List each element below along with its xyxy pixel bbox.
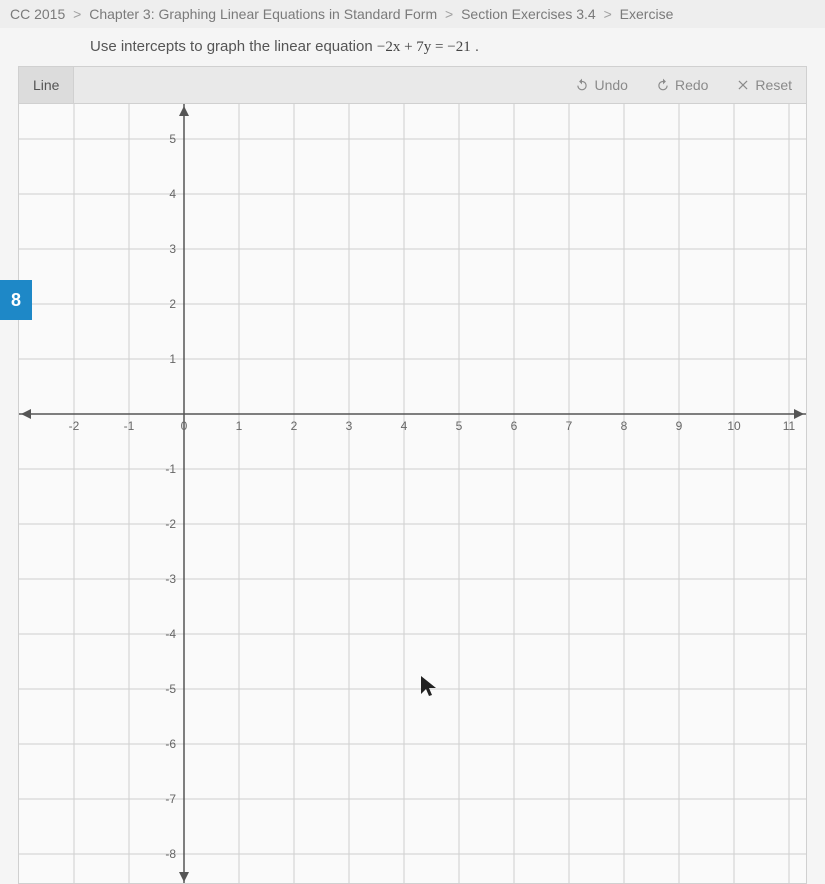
svg-text:6: 6 (511, 419, 518, 433)
close-icon (736, 78, 750, 92)
svg-text:-1: -1 (124, 419, 135, 433)
undo-icon (575, 78, 589, 92)
svg-text:-8: -8 (165, 847, 176, 861)
breadcrumb-item[interactable]: Exercise (620, 6, 674, 22)
svg-text:4: 4 (169, 187, 176, 201)
svg-text:4: 4 (401, 419, 408, 433)
svg-text:-2: -2 (69, 419, 80, 433)
breadcrumb-separator: > (600, 6, 616, 22)
graph-toolbar: Line Undo Redo Reset (18, 66, 807, 104)
undo-label: Undo (594, 77, 627, 93)
svg-text:-3: -3 (165, 572, 176, 586)
svg-text:0: 0 (181, 419, 188, 433)
svg-text:3: 3 (346, 419, 353, 433)
svg-text:-6: -6 (165, 737, 176, 751)
svg-text:-7: -7 (165, 792, 176, 806)
question-number-tab[interactable]: 8 (0, 280, 32, 320)
svg-text:-5: -5 (165, 682, 176, 696)
undo-button[interactable]: Undo (561, 67, 641, 103)
breadcrumb: CC 2015 > Chapter 3: Graphing Linear Equ… (0, 0, 825, 28)
svg-text:11: 11 (783, 419, 796, 433)
redo-label: Redo (675, 77, 708, 93)
svg-text:7: 7 (566, 419, 573, 433)
reset-label: Reset (755, 77, 792, 93)
coordinate-grid: -2 -1 0 1 2 3 4 5 6 7 8 9 10 11 5 4 3 2 1 -1 -2 -3 -4 -5 -6 -7 -8 (19, 104, 806, 884)
breadcrumb-item[interactable]: Section Exercises 3.4 (461, 6, 596, 22)
instruction-prefix: Use intercepts to graph the linear equat… (90, 38, 377, 55)
svg-text:1: 1 (169, 352, 176, 366)
redo-icon (656, 78, 670, 92)
svg-text:-2: -2 (165, 517, 176, 531)
instruction-equation: −2x + 7y = −21 (377, 39, 471, 55)
svg-text:-1: -1 (165, 462, 176, 476)
question-number-label: 8 (11, 290, 21, 311)
reset-button[interactable]: Reset (722, 67, 806, 103)
svg-text:5: 5 (456, 419, 463, 433)
svg-text:2: 2 (291, 419, 298, 433)
line-tool-button[interactable]: Line (19, 67, 74, 103)
breadcrumb-separator: > (441, 6, 457, 22)
graph-canvas[interactable]: -2 -1 0 1 2 3 4 5 6 7 8 9 10 11 5 4 3 2 1 -1 -2 -3 -4 -5 -6 -7 -8 (18, 104, 807, 884)
toolbar-spacer (74, 67, 561, 103)
svg-text:1: 1 (236, 419, 243, 433)
svg-text:-4: -4 (165, 627, 176, 641)
line-tool-label: Line (33, 77, 59, 93)
svg-text:10: 10 (727, 419, 741, 433)
svg-text:3: 3 (169, 242, 176, 256)
svg-text:5: 5 (169, 132, 176, 146)
svg-text:2: 2 (169, 297, 176, 311)
breadcrumb-item[interactable]: Chapter 3: Graphing Linear Equations in … (89, 6, 437, 22)
redo-button[interactable]: Redo (642, 67, 722, 103)
instruction-text: Use intercepts to graph the linear equat… (0, 28, 825, 66)
svg-text:8: 8 (621, 419, 628, 433)
svg-text:9: 9 (676, 419, 683, 433)
instruction-suffix: . (475, 38, 479, 55)
breadcrumb-item[interactable]: CC 2015 (10, 6, 65, 22)
breadcrumb-separator: > (69, 6, 85, 22)
